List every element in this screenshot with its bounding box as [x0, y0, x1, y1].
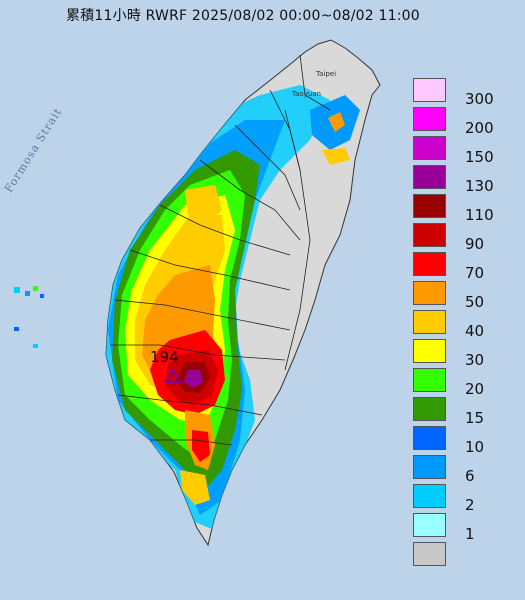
county-boundaries: [110, 54, 331, 446]
legend-label: 30: [465, 351, 485, 369]
legend-row: 30: [413, 339, 520, 369]
legend-label: 1: [465, 525, 475, 543]
legend-row: 110: [413, 194, 520, 224]
peak-value-label: 194: [150, 348, 179, 366]
legend-swatch: [413, 513, 446, 537]
legend-label: 90: [465, 235, 485, 253]
peak-marker: [164, 368, 182, 383]
legend-row: 70: [413, 252, 520, 282]
legend-label: 70: [465, 264, 485, 282]
legend-swatch: [413, 484, 446, 508]
legend-row: 300: [413, 78, 520, 108]
place-label-taipei: Taipei: [316, 70, 337, 78]
legend-label: 20: [465, 380, 485, 398]
legend-swatch: [413, 339, 446, 363]
legend-swatch: [413, 281, 446, 305]
legend-row: 10: [413, 426, 520, 456]
legend-row: 50: [413, 281, 520, 311]
legend-swatch: [413, 455, 446, 479]
legend-row: 6: [413, 455, 520, 485]
legend-swatch: [413, 223, 446, 247]
offshore-rain-dots: [14, 286, 44, 348]
legend-swatch: [413, 165, 446, 189]
legend-swatch: [413, 368, 446, 392]
legend-swatch: [413, 107, 446, 131]
legend-label: 150: [465, 148, 494, 166]
legend-label: 50: [465, 293, 485, 311]
legend-row: 1: [413, 513, 520, 543]
legend-label: 40: [465, 322, 485, 340]
legend-label: 130: [465, 177, 494, 195]
legend-swatch: [413, 542, 446, 566]
legend-row: 200: [413, 107, 520, 137]
legend-swatch: [413, 136, 446, 160]
legend-row: 20: [413, 368, 520, 398]
legend-row: 150: [413, 136, 520, 166]
legend-swatch: [413, 78, 446, 102]
legend-row: 15: [413, 397, 520, 427]
legend-row: 40: [413, 310, 520, 340]
legend-swatch: [413, 194, 446, 218]
legend-label: 6: [465, 467, 475, 485]
legend-label: 10: [465, 438, 485, 456]
legend-swatch: [413, 397, 446, 421]
legend-swatch: [413, 310, 446, 334]
map-title: 累積11小時 RWRF 2025/08/02 00:00~08/02 11:00: [66, 8, 420, 24]
legend-row: 130: [413, 165, 520, 195]
legend-label: 110: [465, 206, 494, 224]
legend-swatch: [413, 426, 446, 450]
legend-row: 2: [413, 484, 520, 514]
legend-label: 2: [465, 496, 475, 514]
legend-swatch: [413, 252, 446, 276]
legend-row: [413, 542, 520, 566]
legend-label: 15: [465, 409, 485, 427]
legend-label: 200: [465, 119, 494, 137]
rainfall-shading: [106, 85, 360, 530]
legend-row: 90: [413, 223, 520, 253]
legend-label: 300: [465, 90, 494, 108]
place-label-taoyuan: Taoyuan: [292, 90, 321, 98]
